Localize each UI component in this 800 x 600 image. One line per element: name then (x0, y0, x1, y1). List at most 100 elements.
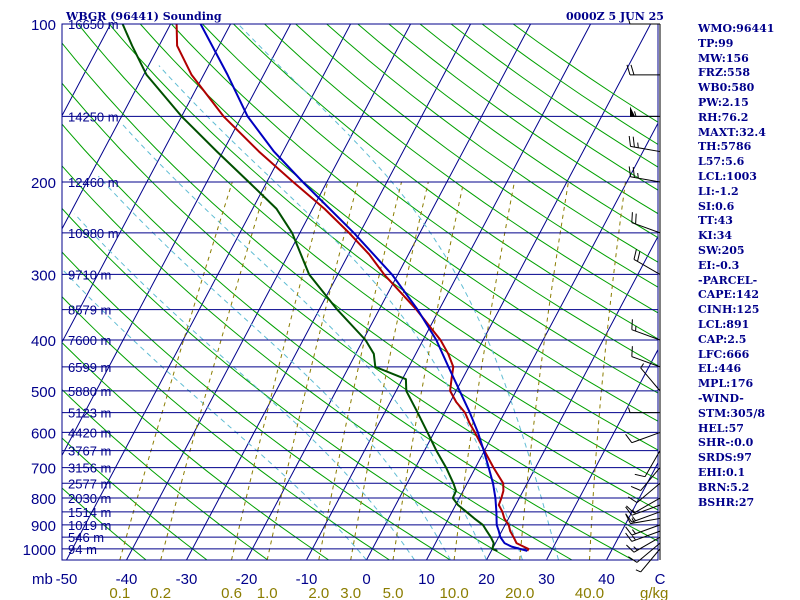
dry-adiabat-line (233, 24, 658, 340)
isotherm-line (0, 24, 51, 560)
mixing-ratio-line (266, 181, 359, 560)
stat-item: L57:5.6 (698, 155, 745, 169)
isotherm-line (606, 461, 658, 560)
stat-item: WB0:580 (698, 81, 755, 95)
height-label: 3767 m (68, 444, 111, 459)
height-label: 7600 m (68, 333, 111, 348)
wind-barb-layer (625, 13, 661, 573)
height-label: 16650 m (68, 17, 119, 32)
moist-adiabat-line (97, 175, 451, 560)
sounding-time: 0000Z 5 JUN 25 (566, 10, 664, 23)
height-label: 9710 m (68, 267, 111, 282)
mixing-ratio-line (160, 181, 268, 560)
mixing-ratio-line (318, 181, 402, 560)
dry-adiabat-line (62, 251, 451, 560)
dry-adiabat-line (62, 42, 658, 511)
isotherm-line (366, 24, 652, 560)
wind-barb (628, 407, 661, 414)
stat-item: CAP:2.5 (698, 332, 747, 346)
wind-barb (633, 249, 661, 275)
stat-item: EI:-0.3 (698, 258, 740, 272)
dry-adiabat-line (481, 24, 658, 146)
pressure-tick-label: 200 (31, 175, 56, 192)
isotherm-line (126, 24, 412, 560)
stat-item: CINH:125 (698, 303, 760, 317)
dry-adiabat-line (139, 24, 658, 422)
stat-item: LCL:1003 (698, 169, 757, 183)
temperature-tick-label: -30 (176, 571, 198, 588)
wind-barb (625, 504, 661, 516)
height-label: 6599 m (68, 360, 111, 375)
pressure-tick-label: 900 (31, 518, 56, 535)
stat-item: SRDS:97 (698, 451, 752, 465)
dewpoint-line (121, 24, 498, 552)
mixing-ratio-label: 2.0 (308, 585, 329, 600)
stat-item: TH:5786 (698, 140, 752, 154)
pressure-tick-label: 400 (31, 333, 56, 350)
temperature-tick-label: -10 (296, 571, 318, 588)
isotherm-line (62, 24, 112, 117)
pressure-tick-label: 800 (31, 491, 56, 508)
dry-adiabat-line (264, 24, 658, 314)
dry-adiabat-line (77, 24, 658, 481)
height-label: 12460 m (68, 175, 119, 190)
mixing-ratio-line (453, 181, 515, 560)
stat-item: EL:446 (698, 362, 742, 376)
mixing-ratio-label: 5.0 (383, 585, 404, 600)
mixing-ratio-label: 0.2 (150, 585, 171, 600)
moist-adiabat-line (74, 213, 415, 560)
temperature-tick-label: 40 (598, 571, 615, 588)
dry-adiabat-line (357, 24, 658, 239)
station-title: WBGR (96441) Sounding (65, 10, 222, 23)
wind-barb (628, 482, 661, 504)
wind-barb (630, 467, 661, 492)
dry-adiabat-line (62, 388, 269, 560)
temperature-tick-label: C (655, 571, 666, 588)
dry-adiabat-line (419, 24, 658, 191)
mixing-ratio-unit: g/kg (640, 585, 668, 600)
wind-barb (640, 363, 661, 392)
isotherm-line (426, 122, 658, 560)
stat-item: TT:43 (698, 214, 733, 228)
stat-item: WMO:96441 (698, 22, 775, 35)
stat-item: LI:-1.2 (698, 184, 739, 198)
pressure-axis-label: mb (32, 571, 53, 588)
pressure-tick-label: 700 (31, 461, 56, 478)
isotherm-line (186, 24, 472, 560)
pressure-tick-label: 300 (31, 267, 56, 284)
stat-item: TP:99 (698, 36, 734, 50)
height-label: 2030 m (68, 491, 111, 506)
height-label: 1514 m (68, 505, 111, 520)
dry-adiabat-line (171, 24, 658, 394)
stat-item: SW:205 (698, 243, 745, 257)
pressure-tick-label: 600 (31, 425, 56, 442)
height-label: 14250 m (68, 109, 119, 124)
wind-barb (625, 514, 661, 525)
wind-barb (625, 530, 661, 542)
wind-barb (631, 346, 661, 368)
wind-barb (625, 524, 661, 536)
mixing-ratio-line (231, 181, 329, 560)
dry-adiabat-line (108, 24, 658, 451)
stat-item: MW:156 (698, 51, 749, 65)
dry-adiabat-line (62, 296, 390, 560)
stat-item: RH:76.2 (698, 110, 749, 124)
profile-layer (121, 24, 530, 552)
moist-adiabat-line (62, 268, 367, 560)
wind-barb (626, 13, 660, 25)
stat-item: FRZ:558 (698, 66, 751, 80)
mixing-ratio-label: 1.0 (257, 585, 278, 600)
dry-adiabat-line (512, 24, 658, 123)
label-layer: 16650 m 14250 m 12460 m 10980 m 9710 m 8579 m… (23, 17, 669, 600)
moist-adiabat-line (237, 24, 559, 560)
height-label: 4420 m (68, 425, 111, 440)
dry-adiabat-line (388, 24, 658, 215)
isotherm-line (246, 24, 532, 560)
mixing-ratio-label: 20.0 (505, 585, 534, 600)
wind-barb (631, 212, 661, 234)
stat-item: MAXT:32.4 (698, 125, 766, 139)
dry-adiabat-line (202, 24, 658, 367)
temperature-line (175, 24, 530, 552)
